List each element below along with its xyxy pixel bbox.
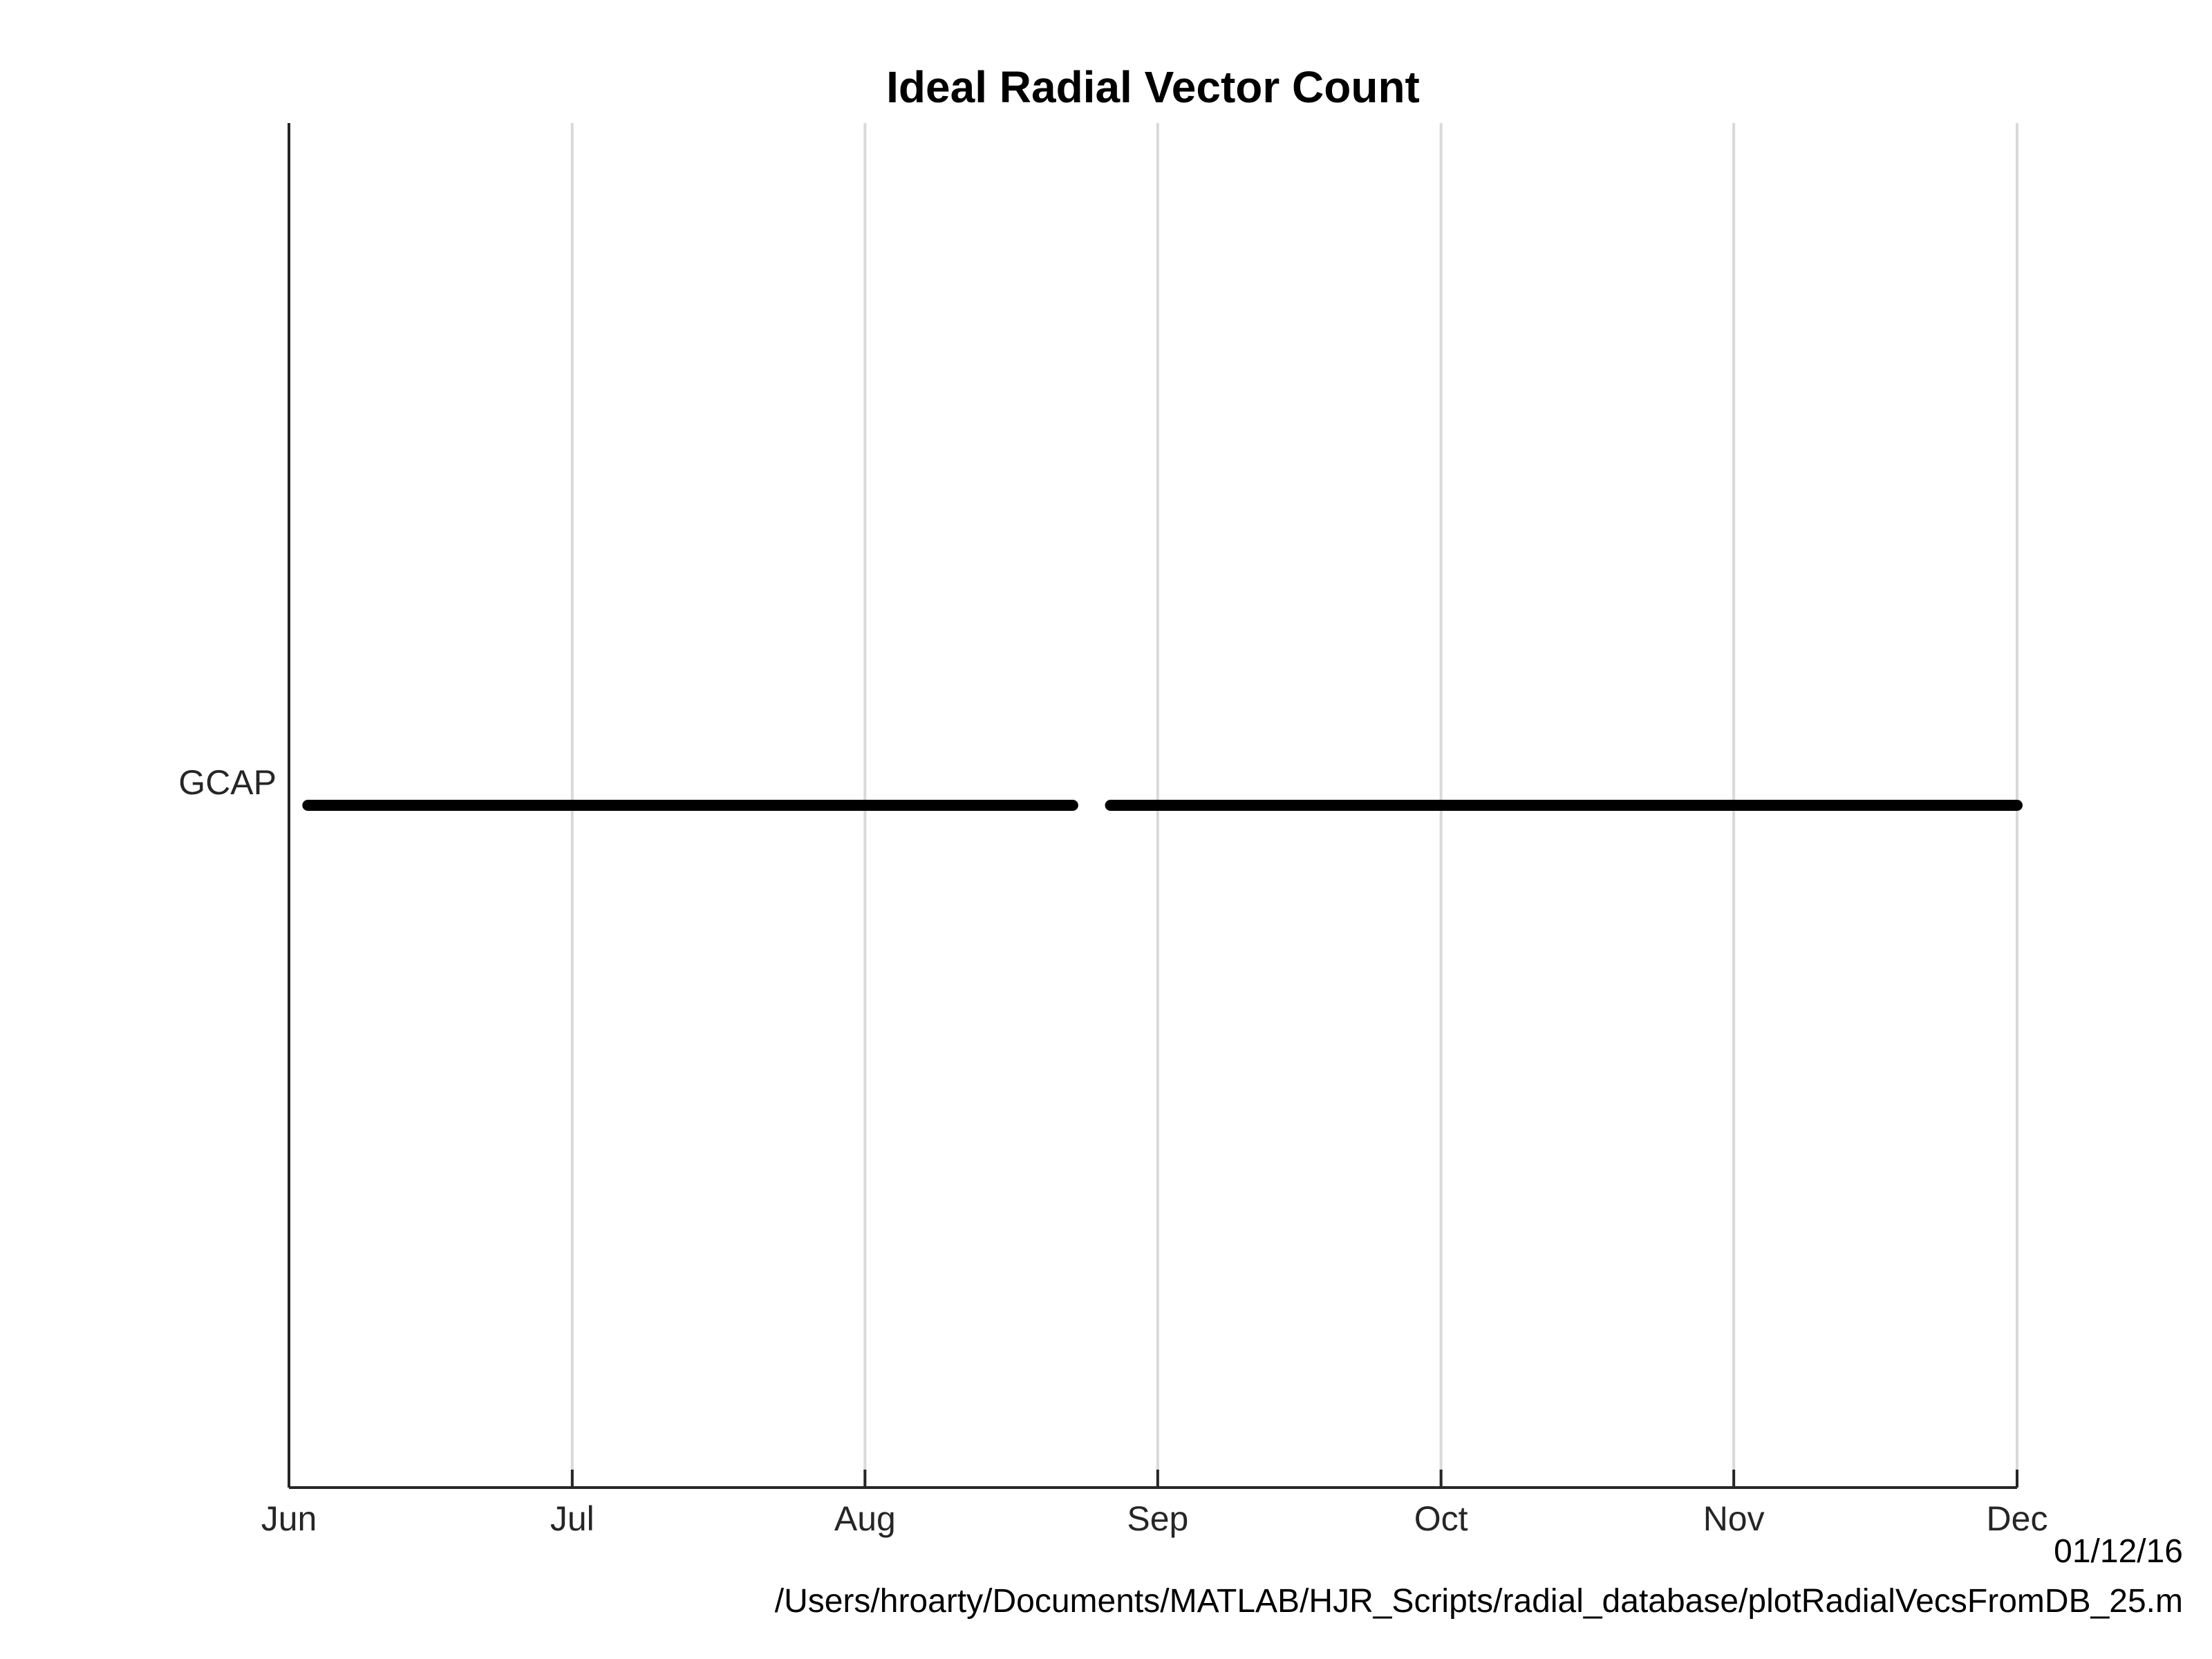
x-ticks: Jun Jul Aug Sep Oct Nov Dec [261,1470,2048,1538]
x-tick-label-jul: Jul [550,1499,594,1538]
x-tick-label-nov: Nov [1703,1499,1765,1538]
footer-path: /Users/hroarty/Documents/MATLAB/HJR_Scri… [775,1583,2183,1620]
chart-title: Ideal Radial Vector Count [886,62,1420,112]
x-tick-label-dec: Dec [1987,1499,2048,1538]
x-tick-label-jun: Jun [261,1499,317,1538]
x-tick-label-sep: Sep [1127,1499,1188,1538]
y-tick-labels: GCAP [178,763,276,802]
x-tick-label-aug: Aug [834,1499,896,1538]
axes [288,123,2017,1489]
footer-date: 01/12/16 [2054,1533,2183,1570]
y-tick-label-gcap: GCAP [178,763,276,802]
x-tick-label-oct: Oct [1414,1499,1468,1538]
